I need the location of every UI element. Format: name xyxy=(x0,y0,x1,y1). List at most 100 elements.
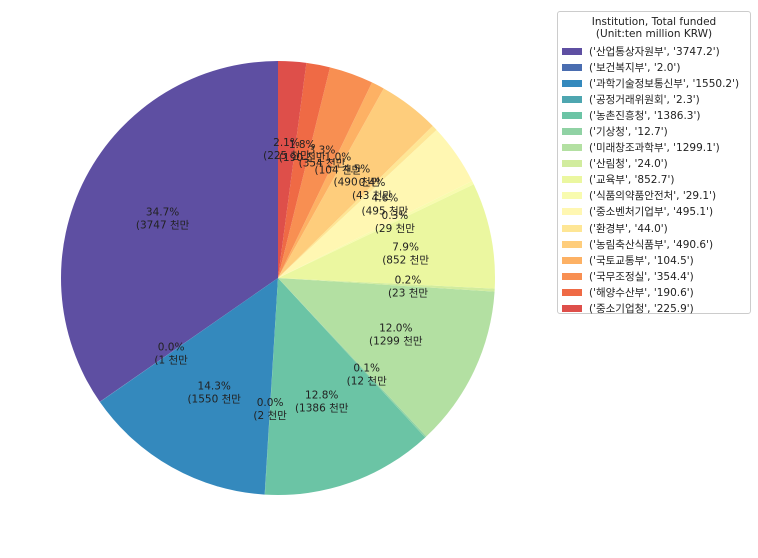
legend-label: ('해양수산부', '190.6') xyxy=(589,286,694,299)
legend-swatch xyxy=(562,176,582,184)
slice-percent-label: 0.1% xyxy=(353,362,380,374)
legend-item: ('보건복지부', '2.0') xyxy=(562,59,750,75)
legend-item: ('농촌진흥청', '1386.3') xyxy=(562,107,750,123)
legend-label: ('교육부', '852.7') xyxy=(589,174,675,187)
legend-swatch xyxy=(562,272,582,280)
pie-slice xyxy=(278,82,384,278)
legend-swatch xyxy=(562,288,582,296)
legend-item: ('농림축산식품부', '490.6') xyxy=(562,236,750,252)
slice-value-label: (190 천만 xyxy=(279,152,326,164)
legend-title: Institution, Total funded xyxy=(591,16,717,28)
slice-value-label: (1386 천만 xyxy=(295,403,349,415)
legend-label: ('농촌진흥청', '1386.3') xyxy=(589,109,701,122)
pie-slice xyxy=(264,278,426,496)
slice-percent-label: 34.7% xyxy=(146,207,179,219)
legend-label: ('중소벤처기업부', '495.1') xyxy=(589,206,714,219)
pie-slice xyxy=(278,184,495,289)
legend-item: ('과학기술정보통신부', '1550.2') xyxy=(562,75,750,91)
legend-item: ('중소벤처기업부', '495.1') xyxy=(562,204,750,220)
legend-item: ('산업통상자원부', '3747.2') xyxy=(562,43,750,59)
pie-slice xyxy=(278,278,427,438)
legend-swatch xyxy=(562,160,582,168)
legend-item: ('식품의약품안전처', '29.1') xyxy=(562,188,750,204)
pie-slice xyxy=(278,129,473,278)
slice-percent-label: 0.0% xyxy=(158,341,185,353)
pie-slice xyxy=(99,278,278,495)
legend-label: ('환경부', '44.0') xyxy=(589,222,668,235)
legend-label: ('국무조정실', '354.4') xyxy=(589,270,694,283)
legend-label: ('산림청', '24.0') xyxy=(589,158,668,171)
slice-value-label: (2 천만 xyxy=(253,410,287,422)
slice-percent-label: 14.3% xyxy=(198,381,231,393)
slice-value-label: (3747 천만 xyxy=(136,220,190,232)
pie-slice xyxy=(99,278,279,402)
slice-value-label: (12 천만 xyxy=(347,375,387,387)
legend-swatch xyxy=(562,240,582,248)
legend-label: ('국토교통부', '104.5') xyxy=(589,254,694,267)
pie-slice xyxy=(264,278,278,495)
legend-item: ('기상청', '12.7') xyxy=(562,123,750,139)
legend-swatch xyxy=(562,224,582,232)
legend-items: ('산업통상자원부', '3747.2') ('보건복지부', '2.0') ('과… xyxy=(558,43,750,317)
slice-value-label: (495 천만 xyxy=(362,206,409,218)
legend-label: ('식품의약품안전처', '29.1') xyxy=(589,190,717,203)
legend-swatch xyxy=(562,111,582,119)
legend-item: ('국무조정실', '354.4') xyxy=(562,268,750,284)
pie-slice xyxy=(278,125,437,279)
legend-item: ('환경부', '44.0') xyxy=(562,220,750,236)
legend-item: ('국토교통부', '104.5') xyxy=(562,252,750,268)
slice-percent-label: 12.8% xyxy=(305,390,338,402)
slice-value-label: (1 천만 xyxy=(154,354,188,366)
legend-swatch xyxy=(562,128,582,136)
legend-label: ('기상청', '12.7') xyxy=(589,126,668,139)
slice-percent-label: 2.1% xyxy=(273,137,300,149)
slice-value-label: (852 천만 xyxy=(382,254,429,266)
slice-value-label: (29 천만 xyxy=(375,223,415,235)
pie-slice xyxy=(278,67,373,278)
legend-item: ('교육부', '852.7') xyxy=(562,172,750,188)
slice-percent-label: 0.4% xyxy=(359,177,386,189)
legend-item: ('공정거래위원회', '2.3') xyxy=(562,91,750,107)
legend-item: ('미래창조과학부', '1299.1') xyxy=(562,140,750,156)
slice-value-label: (43 천만 xyxy=(352,190,392,202)
legend-swatch xyxy=(562,47,582,55)
legend-label: ('미래창조과학부', '1299.1') xyxy=(589,142,720,155)
legend-label: ('중소기업청', '225.9') xyxy=(589,303,694,316)
slice-value-label: (1299 천만 xyxy=(369,336,423,348)
slice-percent-label: 0.0% xyxy=(257,397,284,409)
slice-value-label: (23 천만 xyxy=(388,287,428,299)
legend-label: ('산업통상자원부', '3747.2') xyxy=(589,45,720,58)
legend-label: ('과학기술정보통신부', '1550.2') xyxy=(589,77,740,90)
slice-percent-label: 4.5% xyxy=(344,164,371,176)
slice-percent-label: 7.9% xyxy=(392,241,419,253)
legend-label: ('농림축산식품부', '490.6') xyxy=(589,238,714,251)
slice-percent-label: 12.0% xyxy=(379,323,412,335)
slice-value-label: (490 천만 xyxy=(334,177,381,189)
slice-percent-label: 0.2% xyxy=(395,274,422,286)
pie-slice xyxy=(278,62,331,279)
legend: Institution, Total funded (Unit:ten mill… xyxy=(557,11,751,317)
legend-item: ('해양수산부', '190.6') xyxy=(562,284,750,300)
slice-percent-label: 3.3% xyxy=(309,145,336,157)
legend-label: ('공정거래위원회', '2.3') xyxy=(589,93,700,106)
slice-percent-label: 0.3% xyxy=(382,210,409,222)
slice-value-label: (354 천만 xyxy=(299,158,346,170)
legend-subtitle: (Unit:ten million KRW) xyxy=(595,28,713,40)
legend-swatch xyxy=(562,63,582,71)
legend-label: ('보건복지부', '2.0') xyxy=(589,61,681,74)
legend-item: ('산림청', '24.0') xyxy=(562,156,750,172)
slice-value-label: (104 천만 xyxy=(315,164,362,176)
pie-slice xyxy=(278,61,307,278)
slice-value-label: (225 천만 xyxy=(263,150,310,162)
legend-swatch xyxy=(562,144,582,152)
legend-swatch xyxy=(562,95,582,103)
slice-percent-label: 4.6% xyxy=(372,193,399,205)
pie-slice xyxy=(278,88,433,279)
pie-slice xyxy=(278,180,474,278)
pie-slice xyxy=(278,278,495,292)
pie-slices xyxy=(60,61,495,496)
pie-slice xyxy=(60,61,278,402)
legend-swatch xyxy=(562,208,582,216)
